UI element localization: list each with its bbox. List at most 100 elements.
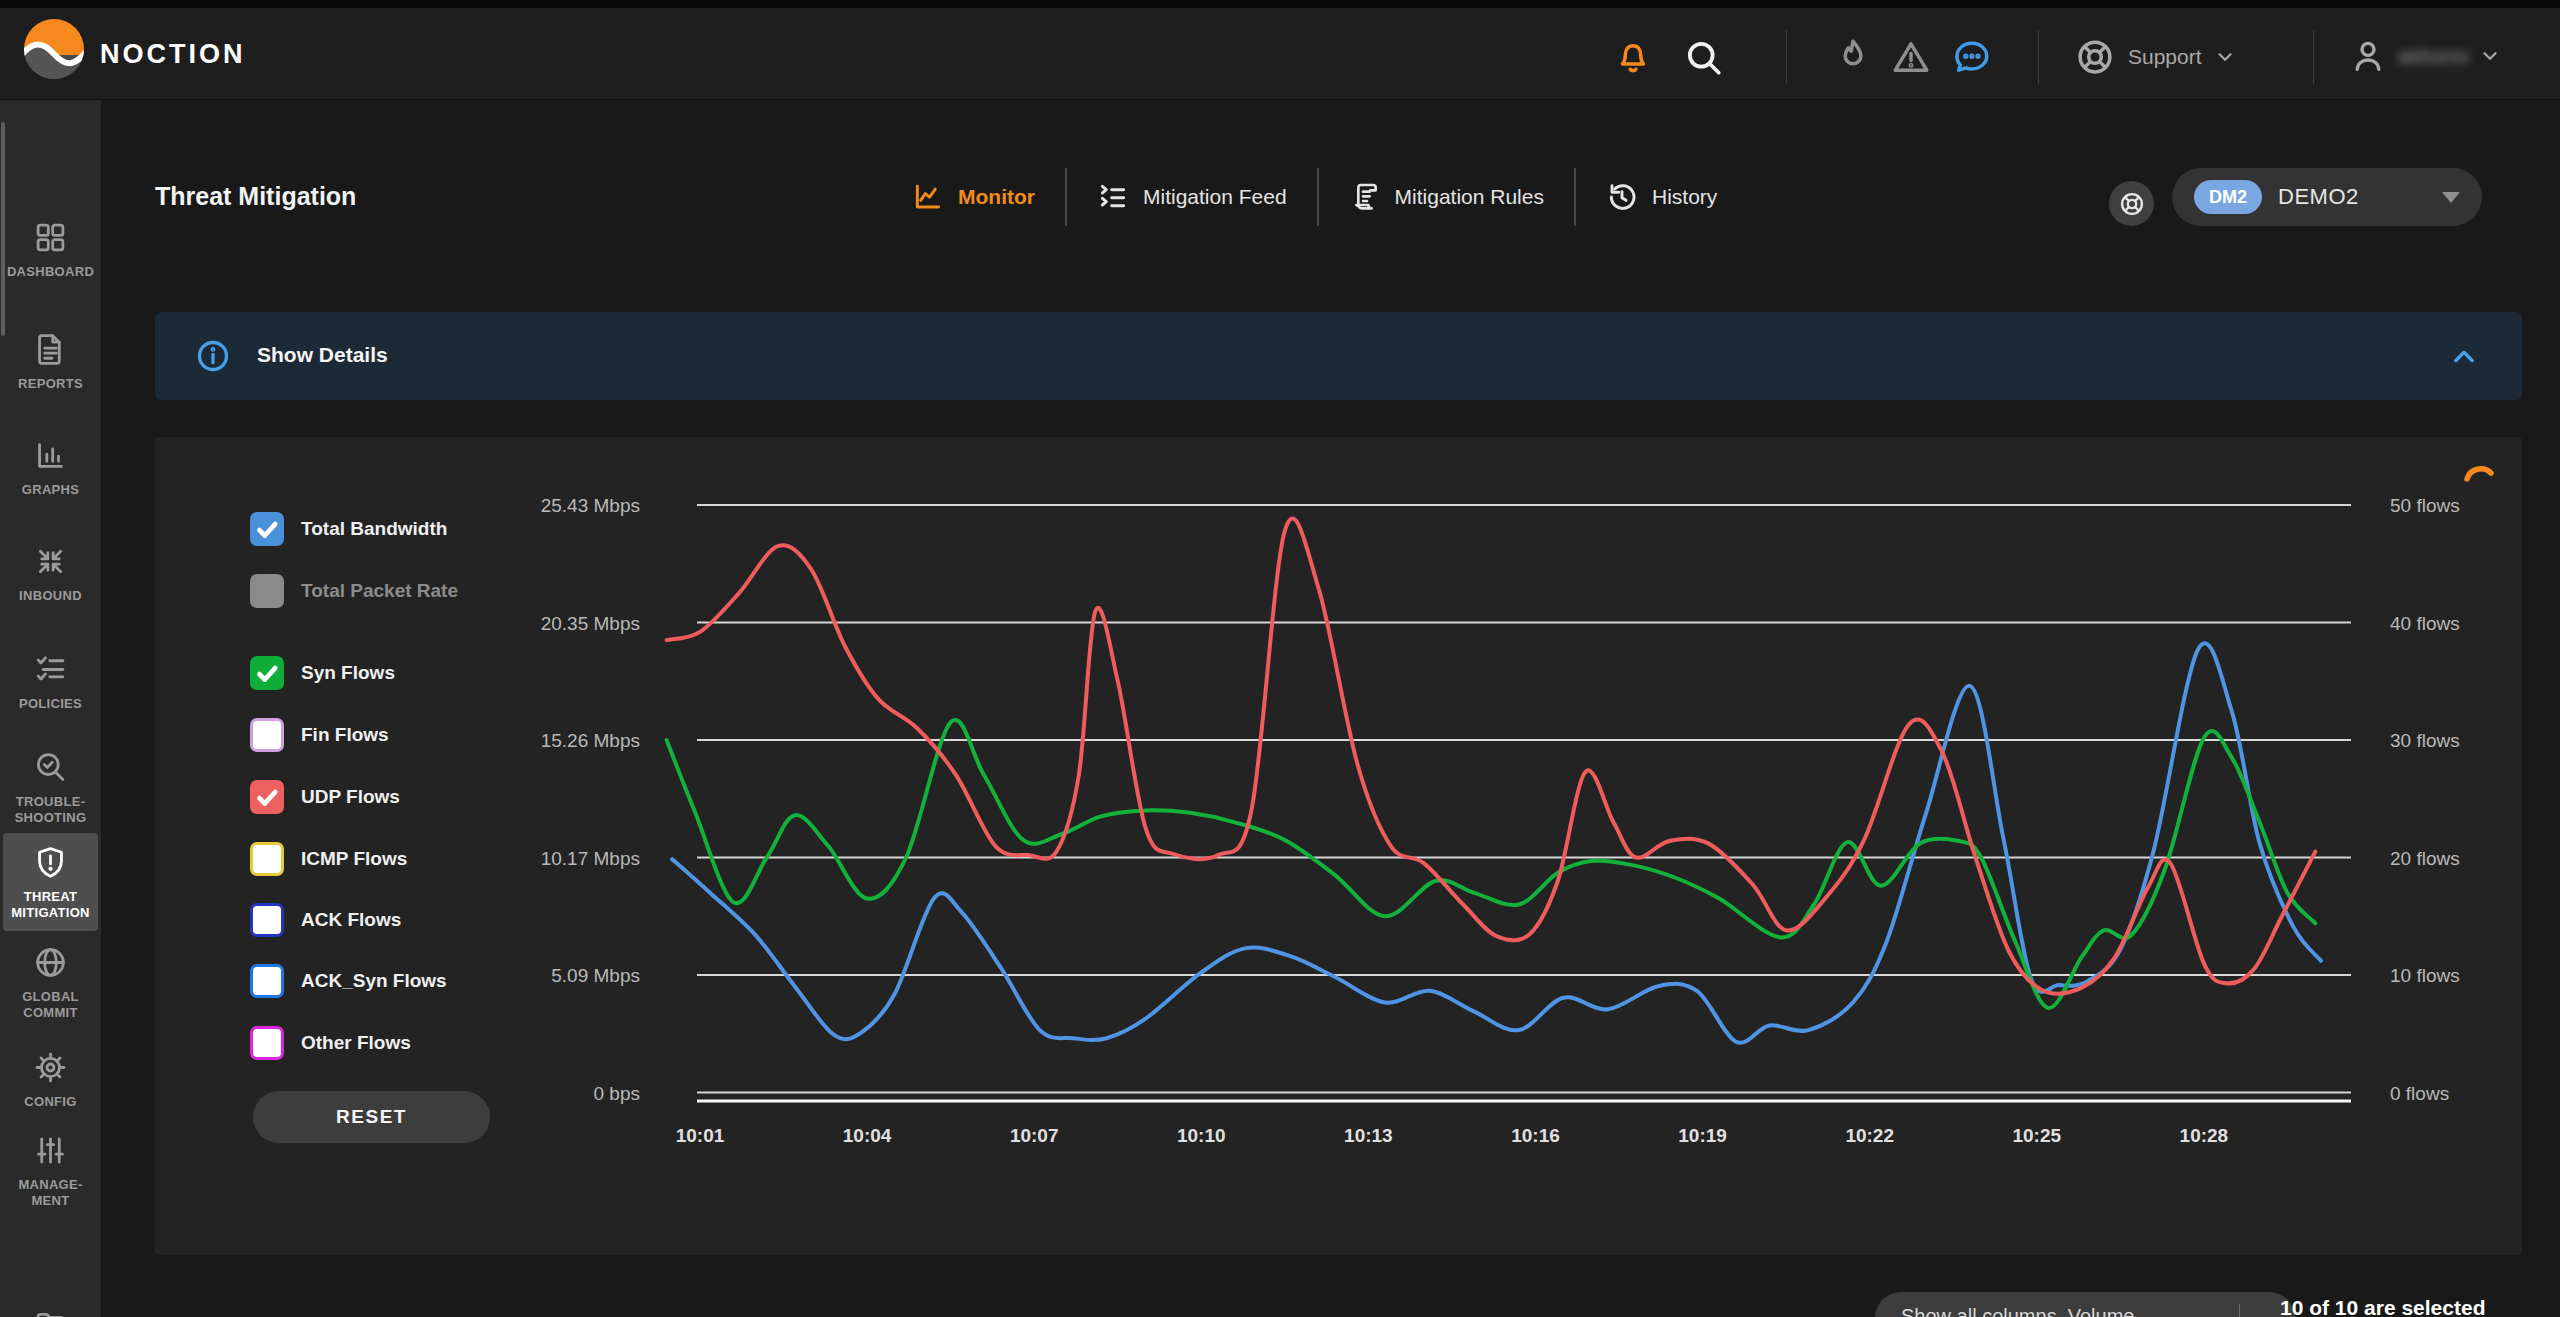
- chevron-down-icon: [2214, 46, 2236, 68]
- loading-spinner-icon: [2460, 455, 2500, 487]
- window-top-strip: [0, 0, 2560, 8]
- series-udp-flows: [667, 518, 2316, 993]
- gear-icon: [33, 1050, 68, 1085]
- folder-gear-icon: [33, 1307, 68, 1317]
- warning-icon[interactable]: [1890, 36, 1932, 78]
- sidebar-item-reports[interactable]: REPORTS: [0, 332, 101, 392]
- bell-icon[interactable]: [1612, 36, 1654, 78]
- sidebar-item-troubleshooting[interactable]: TROUBLE-SHOOTING: [0, 750, 101, 826]
- sidebar-item-inbound[interactable]: INBOUND: [0, 544, 101, 604]
- search-check-icon: [33, 750, 68, 785]
- svg-text:10:10: 10:10: [1177, 1125, 1226, 1146]
- topbar: NOCTION Support ashurov: [0, 8, 2560, 100]
- sidebar-item-label: GRAPHS: [22, 482, 79, 498]
- brand-name: NOCTION: [100, 39, 246, 70]
- sidebar-item-mainte[interactable]: MAINTE-: [0, 1307, 101, 1317]
- device-name: DEMO2: [2278, 184, 2359, 210]
- chevron-down-icon: [2479, 45, 2501, 67]
- svg-text:50 flows: 50 flows: [2390, 495, 2460, 516]
- noction-logo-icon: [22, 17, 86, 81]
- flame-icon[interactable]: [1832, 36, 1874, 78]
- svg-text:25.43 Mbps: 25.43 Mbps: [541, 495, 640, 516]
- feed-list-icon: [1097, 181, 1129, 213]
- svg-text:10.17 Mbps: 10.17 Mbps: [541, 848, 640, 869]
- chart-panel: Total BandwidthTotal Packet RateSyn Flow…: [155, 437, 2522, 1255]
- svg-text:10:01: 10:01: [676, 1125, 725, 1146]
- caret-down-icon: [2442, 192, 2460, 203]
- svg-text:10:07: 10:07: [1010, 1125, 1059, 1146]
- tab-monitor[interactable]: Monitor: [882, 181, 1065, 213]
- svg-text:15.26 Mbps: 15.26 Mbps: [541, 730, 640, 751]
- sidebar-item-dashboard[interactable]: DASHBOARD: [0, 220, 101, 280]
- sidebar-item-management[interactable]: MANAGE-MENT: [0, 1133, 101, 1209]
- globe-icon: [33, 945, 68, 980]
- svg-text:10:25: 10:25: [2012, 1125, 2061, 1146]
- grid-icon: [33, 220, 68, 255]
- user-menu[interactable]: ashurov: [2348, 36, 2501, 76]
- monitor-chart-icon: [912, 181, 944, 213]
- user-name: ashurov: [2398, 45, 2469, 68]
- selection-count-text: 10 of 10 are selected: [2280, 1296, 2485, 1317]
- svg-text:10:19: 10:19: [1678, 1125, 1727, 1146]
- sidebar-item-globalcommit[interactable]: GLOBALCOMMIT: [0, 945, 101, 1021]
- svg-text:10:13: 10:13: [1344, 1125, 1393, 1146]
- sidebar-item-label: DASHBOARD: [7, 264, 94, 280]
- info-icon: [195, 338, 231, 374]
- show-details-label: Show Details: [257, 343, 388, 367]
- bar-chart-icon: [33, 438, 68, 473]
- columns-select-label: Show all columns, Volume: [1901, 1305, 2134, 1317]
- tab-mitigation-feed[interactable]: Mitigation Feed: [1067, 181, 1317, 213]
- sidebar-item-label: INBOUND: [19, 588, 82, 604]
- sidebar-item-policies[interactable]: POLICIES: [0, 652, 101, 712]
- svg-text:10:28: 10:28: [2180, 1125, 2229, 1146]
- svg-text:10 flows: 10 flows: [2390, 965, 2460, 986]
- help-button[interactable]: [2109, 181, 2154, 226]
- device-select[interactable]: DM2 DEMO2: [2172, 168, 2482, 226]
- series-total-bandwidth: [672, 643, 2321, 1042]
- show-details-bar[interactable]: Show Details: [155, 312, 2522, 400]
- chat-icon[interactable]: [1950, 36, 1992, 78]
- history-clock-icon: [1606, 181, 1638, 213]
- topbar-divider: [1786, 30, 1787, 84]
- svg-text:30 flows: 30 flows: [2390, 730, 2460, 751]
- chevron-up-icon[interactable]: [2450, 343, 2478, 371]
- sidebar-item-label: POLICIES: [19, 696, 82, 712]
- columns-select-button[interactable]: Show all columns, Volume: [1875, 1292, 2295, 1317]
- report-icon: [33, 332, 68, 367]
- inbound-arrows-icon: [33, 544, 68, 579]
- lifebuoy-icon: [2074, 36, 2116, 78]
- sidebar-item-label: MANAGE-MENT: [18, 1177, 82, 1209]
- divider: [2239, 1304, 2240, 1317]
- topbar-divider: [2313, 30, 2314, 84]
- svg-text:20 flows: 20 flows: [2390, 848, 2460, 869]
- svg-text:20.35 Mbps: 20.35 Mbps: [541, 613, 640, 634]
- tab-label: Mitigation Rules: [1395, 185, 1544, 209]
- page-title: Threat Mitigation: [155, 182, 356, 211]
- svg-text:40 flows: 40 flows: [2390, 613, 2460, 634]
- sidebar-item-label: THREATMITIGATION: [11, 889, 90, 921]
- svg-text:10:04: 10:04: [843, 1125, 892, 1146]
- svg-text:10:16: 10:16: [1511, 1125, 1560, 1146]
- sidebar-item-graphs[interactable]: GRAPHS: [0, 438, 101, 498]
- support-menu[interactable]: Support: [2074, 36, 2236, 78]
- sidebar-item-threatmitigation[interactable]: THREATMITIGATION: [3, 833, 98, 931]
- left-scrollbar-thumb[interactable]: [1, 122, 5, 336]
- person-icon: [2348, 36, 2388, 76]
- sidebar-item-label: GLOBALCOMMIT: [22, 989, 79, 1021]
- search-icon[interactable]: [1682, 36, 1724, 78]
- tab-label: Mitigation Feed: [1143, 185, 1287, 209]
- sidebar-item-label: REPORTS: [18, 376, 83, 392]
- svg-text:10:22: 10:22: [1845, 1125, 1894, 1146]
- checklist-icon: [33, 652, 68, 687]
- svg-text:0 flows: 0 flows: [2390, 1083, 2449, 1104]
- tab-label: Monitor: [958, 185, 1035, 209]
- topbar-divider: [2038, 30, 2039, 84]
- device-badge: DM2: [2194, 180, 2262, 214]
- sidebar-item-label: CONFIG: [24, 1094, 76, 1110]
- sidebar-item-config[interactable]: CONFIG: [0, 1050, 101, 1110]
- flows-chart[interactable]: 25.43 Mbps 50 flows 20.35 Mbps 40 flows 15.2…: [155, 437, 2522, 1255]
- series-syn-flows: [667, 720, 2316, 1008]
- tab-history[interactable]: History: [1576, 181, 1747, 213]
- tab-mitigation-rules[interactable]: Mitigation Rules: [1319, 181, 1574, 213]
- svg-text:0 bps: 0 bps: [594, 1083, 640, 1104]
